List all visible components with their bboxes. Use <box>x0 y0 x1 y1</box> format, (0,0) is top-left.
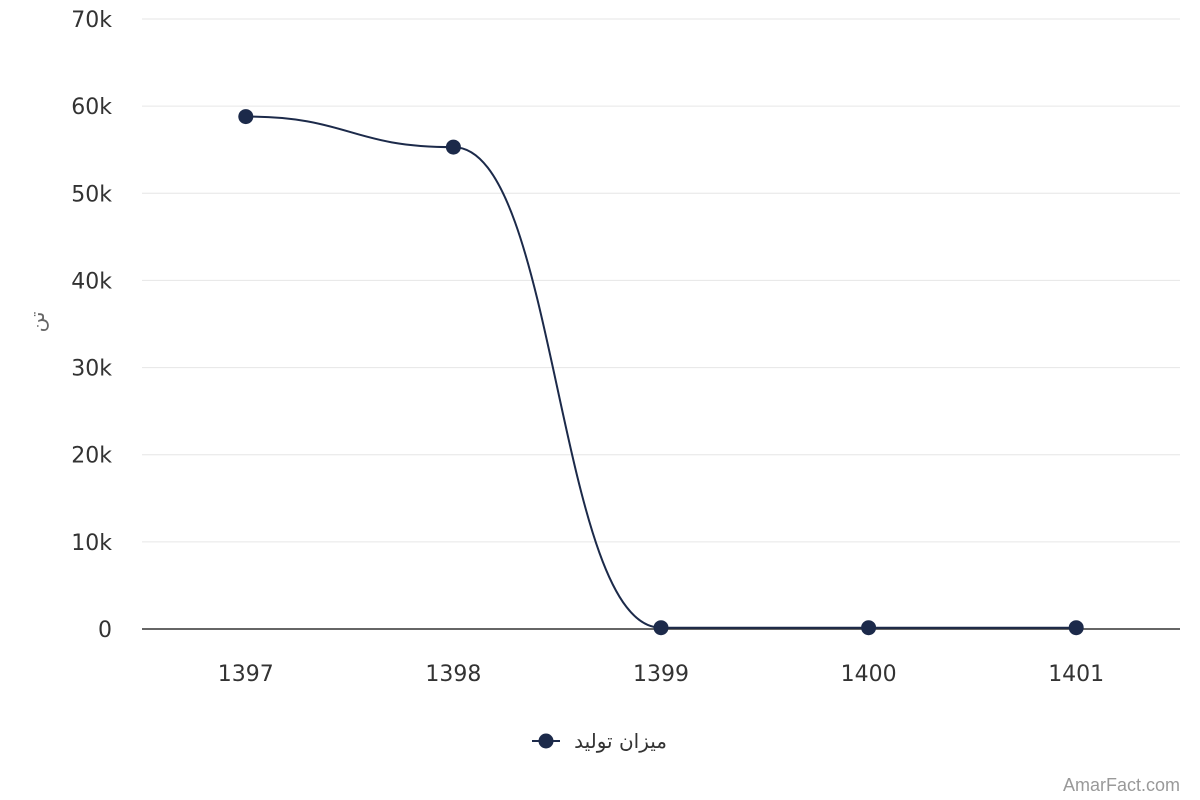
y-tick-label: 10k <box>71 531 112 556</box>
y-axis-label: تن <box>25 312 49 333</box>
y-tick-label: 0 <box>98 618 112 643</box>
y-tick-label: 30k <box>71 357 112 382</box>
data-point[interactable] <box>238 109 254 125</box>
legend-item-label: میزان تولید <box>574 729 667 753</box>
x-tick-label: 1398 <box>425 662 481 687</box>
series-line <box>245 115 1077 629</box>
y-tick-label: 70k <box>71 8 112 33</box>
legend[interactable]: میزان تولید <box>532 729 667 753</box>
y-axis-tick-labels: 0 10k 20k 30k 40k 50k 60k 70k <box>71 8 112 643</box>
y-tick-label: 60k <box>71 95 112 120</box>
y-tick-label: 50k <box>71 182 112 207</box>
x-tick-label: 1399 <box>633 662 689 687</box>
data-point[interactable] <box>653 620 669 636</box>
data-point[interactable] <box>1068 620 1084 636</box>
x-tick-label: 1401 <box>1048 662 1104 687</box>
legend-dot-marker <box>538 733 554 749</box>
y-tick-label: 20k <box>71 444 112 469</box>
x-tick-label: 1400 <box>841 662 897 687</box>
data-point[interactable] <box>445 139 461 155</box>
x-axis-tick-labels: 1397 1398 1399 1400 1401 <box>218 662 1104 687</box>
y-tick-label: 40k <box>71 269 112 294</box>
series-layer <box>238 109 1084 636</box>
x-tick-label: 1397 <box>218 662 274 687</box>
data-point[interactable] <box>861 620 877 636</box>
credit-text[interactable]: AmarFact.com <box>1063 775 1180 795</box>
grid-lines <box>142 18 1180 543</box>
